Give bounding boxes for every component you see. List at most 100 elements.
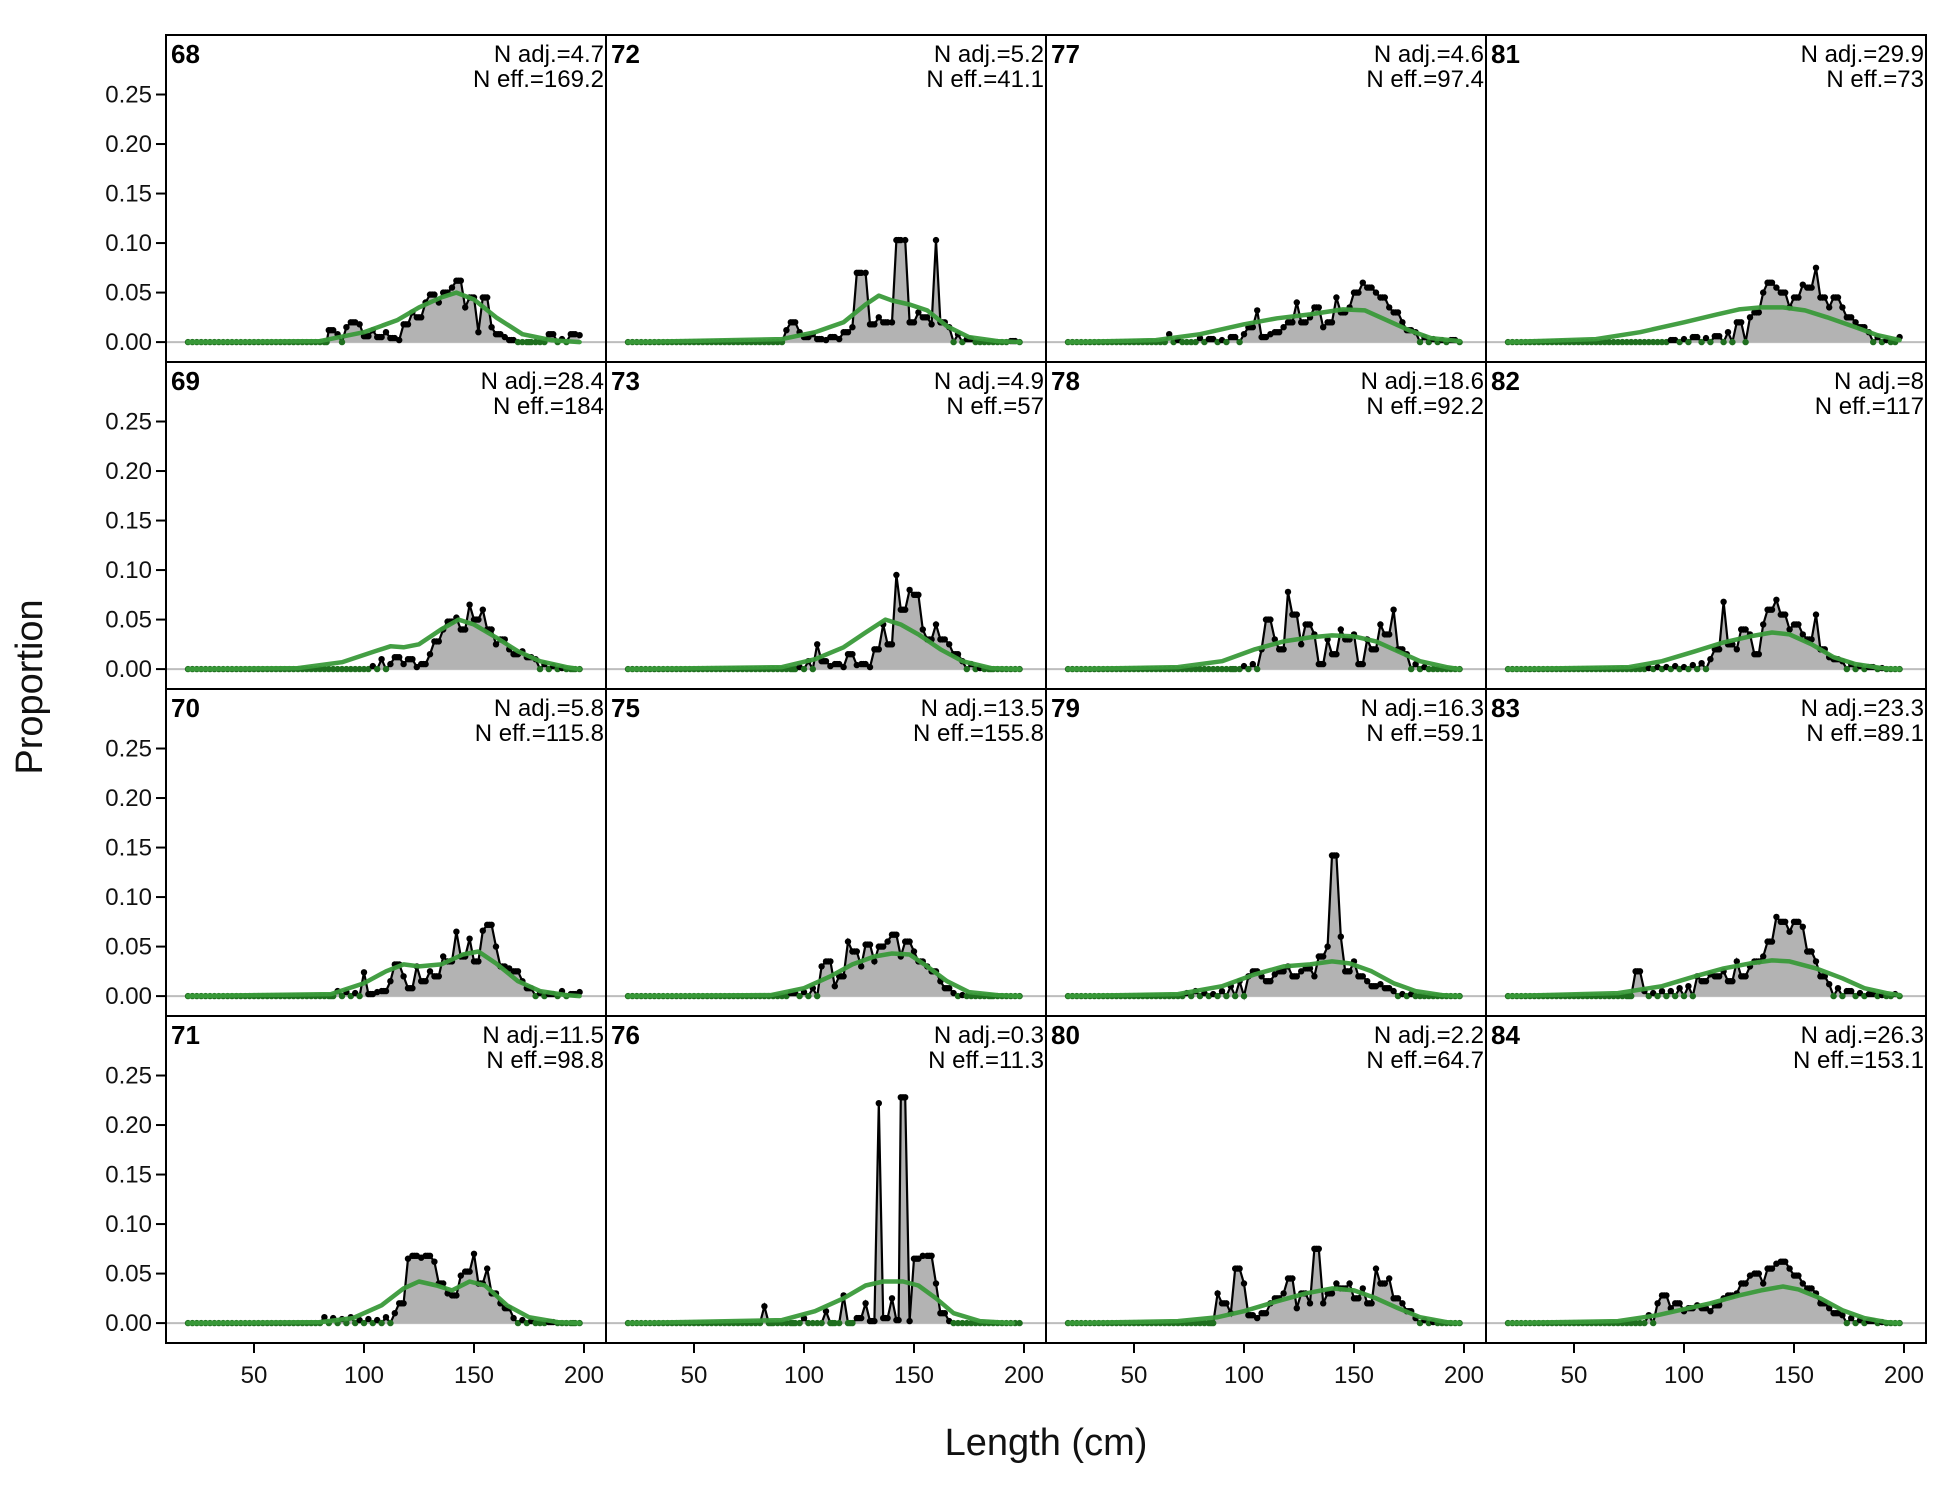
n-adj-label: N adj.=18.6 xyxy=(1361,368,1484,395)
n-adj-label: N adj.=23.3 xyxy=(1801,695,1924,722)
x-tick-label: 100 xyxy=(784,1362,824,1389)
observed-area xyxy=(1068,282,1460,343)
observed-point xyxy=(1826,1305,1833,1312)
observed-point xyxy=(453,928,460,935)
n-eff-label: N eff.=92.2 xyxy=(1366,393,1484,420)
observed-point xyxy=(382,1314,390,1321)
observed-point xyxy=(1848,1314,1855,1322)
observed-point xyxy=(946,641,953,648)
observed-point xyxy=(1394,1295,1402,1302)
observed-point xyxy=(1742,1280,1749,1287)
observed-point xyxy=(822,1308,830,1315)
panel-label: 68 xyxy=(171,39,200,69)
observed-point xyxy=(382,665,390,673)
observed-point xyxy=(1183,338,1191,346)
observed-point xyxy=(1698,338,1705,346)
y-tick-label: 0.15 xyxy=(105,1162,152,1189)
x-tick-label: 150 xyxy=(1334,1362,1374,1389)
observed-point xyxy=(963,1319,970,1327)
observed-point xyxy=(1760,1280,1767,1287)
observed-point xyxy=(532,1319,539,1327)
observed-point xyxy=(1240,1280,1248,1287)
n-eff-label: N eff.=97.4 xyxy=(1366,66,1484,93)
observed-point xyxy=(814,1319,821,1327)
x-tick-label: 100 xyxy=(1224,1362,1264,1389)
n-eff-label: N eff.=73 xyxy=(1826,66,1924,93)
observed-point xyxy=(1196,1319,1204,1327)
observed-point xyxy=(1289,319,1296,326)
observed-point xyxy=(941,636,948,643)
observed-point xyxy=(761,1303,768,1310)
observed-point xyxy=(536,338,544,346)
observed-point xyxy=(1786,928,1793,935)
observed-point xyxy=(1333,294,1340,301)
panel-72: 72 N adj.=5.2N eff.=41.1 xyxy=(605,34,1047,363)
observed-point xyxy=(871,321,878,328)
observed-point xyxy=(1218,987,1226,995)
x-tick-label: 50 xyxy=(241,1362,268,1389)
observed-point xyxy=(1760,953,1767,960)
panel-71: 71 N adj.=11.5N eff.=98.8 xyxy=(165,1015,607,1344)
observed-point xyxy=(1232,333,1239,341)
observed-point xyxy=(1658,987,1666,995)
observed-point xyxy=(1223,1300,1230,1307)
observed-point xyxy=(1399,319,1406,326)
observed-point xyxy=(1672,992,1679,1000)
observed-point xyxy=(1271,636,1279,643)
observed-point xyxy=(1808,948,1815,955)
observed-point xyxy=(1773,913,1780,921)
observed-point xyxy=(1293,1305,1301,1312)
panel-68: 68 N adj.=4.7N eff.=169.2 xyxy=(165,34,607,363)
observed-point xyxy=(1236,1265,1243,1272)
observed-point xyxy=(1852,319,1859,326)
observed-point xyxy=(1425,665,1433,673)
n-eff-label: N eff.=64.7 xyxy=(1366,1047,1484,1074)
y-tick-label: 0.15 xyxy=(105,508,152,535)
observed-point xyxy=(1267,616,1274,623)
observed-point xyxy=(1320,1300,1327,1307)
observed-point xyxy=(1760,621,1767,628)
observed-point xyxy=(1306,621,1314,628)
observed-point xyxy=(435,973,442,980)
observed-point xyxy=(1188,338,1195,346)
observed-point xyxy=(963,665,970,673)
observed-point xyxy=(1188,992,1195,1000)
observed-point xyxy=(479,927,486,934)
observed-point xyxy=(1724,329,1732,336)
observed-point xyxy=(1333,651,1340,658)
observed-point xyxy=(1702,665,1710,673)
observed-point xyxy=(528,338,535,346)
observed-point xyxy=(1650,1319,1657,1327)
observed-point xyxy=(1359,1285,1367,1292)
n-adj-label: N adj.=29.9 xyxy=(1801,41,1924,68)
expected-line xyxy=(1065,959,1462,999)
observed-point xyxy=(1848,314,1855,321)
observed-point xyxy=(1773,596,1780,603)
observed-point xyxy=(325,665,332,673)
observed-point xyxy=(1786,626,1793,633)
observed-point xyxy=(448,284,456,291)
observed-point xyxy=(1232,665,1239,673)
y-tick-label: 0.20 xyxy=(105,1112,152,1139)
observed-point xyxy=(1320,953,1327,960)
panel-label: 77 xyxy=(1051,39,1080,69)
observed-point xyxy=(1280,646,1287,653)
observed-point xyxy=(906,586,913,594)
observed-point xyxy=(1280,324,1287,331)
observed-point xyxy=(1390,606,1397,613)
observed-point xyxy=(1359,279,1367,286)
observed-point xyxy=(1707,338,1714,346)
observed-point xyxy=(884,1314,891,1322)
y-tick-label: 0.00 xyxy=(105,983,152,1010)
observed-point xyxy=(1812,958,1820,965)
y-tick-label: 0.15 xyxy=(105,181,152,208)
observed-point xyxy=(365,333,372,340)
observed-point xyxy=(932,236,940,244)
observed-point xyxy=(950,1319,957,1327)
expected-line xyxy=(185,949,582,999)
expected-line xyxy=(625,1279,1016,1326)
observed-point xyxy=(1782,289,1789,296)
observed-point xyxy=(888,641,896,648)
observed-point xyxy=(1685,338,1692,346)
observed-point xyxy=(1390,987,1397,995)
